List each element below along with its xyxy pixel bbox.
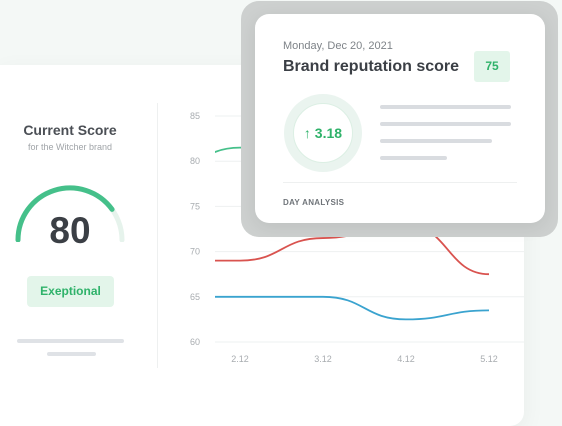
series-line [215, 223, 490, 276]
y-tick-label: 70 [190, 247, 200, 257]
x-tick-label: 4.12 [397, 354, 415, 364]
score-tooltip: Monday, Dec 20, 2021 Brand reputation sc… [255, 14, 545, 223]
y-tick-label: 75 [190, 201, 200, 211]
tooltip-date: Monday, Dec 20, 2021 [283, 40, 393, 52]
gauge-fill [15, 185, 115, 242]
tooltip-divider [283, 182, 517, 183]
score-subtitle: for the Witcher brand [27, 142, 113, 152]
x-tick-label: 2.12 [231, 354, 249, 364]
score-value: 80 [49, 210, 91, 251]
score-title: Current Score [23, 122, 117, 138]
y-tick-label: 85 [190, 111, 200, 121]
placeholder-bar [47, 352, 96, 356]
placeholder-line [380, 139, 492, 143]
series-line [215, 295, 490, 321]
tooltip-score-badge: 75 [474, 51, 510, 82]
placeholder-line [380, 122, 511, 126]
y-tick-label: 80 [190, 156, 200, 166]
placeholder-line [380, 156, 447, 160]
placeholder-bar [17, 339, 124, 343]
score-gauge [15, 185, 125, 242]
tooltip-footer: DAY ANALYSIS [283, 198, 345, 207]
current-score-panel: Current Score for the Witcher brand 80 E… [0, 65, 157, 365]
y-tick-label: 65 [190, 292, 200, 302]
x-tick-label: 5.12 [480, 354, 498, 364]
change-indicator: ↑ 3.18 [284, 94, 362, 172]
tooltip-title: Brand reputation score [283, 58, 460, 75]
y-tick-label: 60 [190, 337, 200, 347]
rating-badge: Exeptional [27, 276, 114, 307]
x-tick-label: 3.12 [314, 354, 332, 364]
placeholder-line [380, 105, 511, 109]
change-value: ↑ 3.18 [293, 103, 353, 163]
panel-divider [157, 103, 158, 368]
